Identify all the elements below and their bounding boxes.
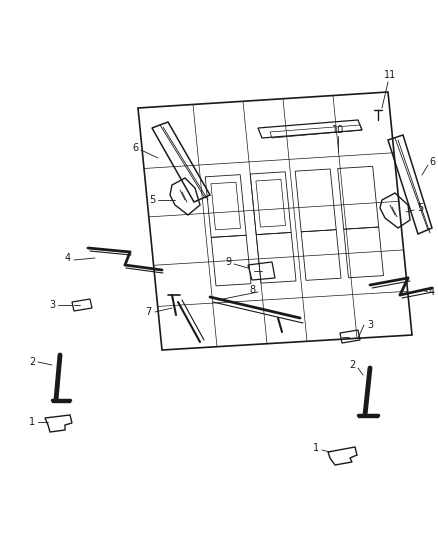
Text: 2: 2	[29, 357, 35, 367]
Text: 3: 3	[367, 320, 373, 330]
Text: 4: 4	[65, 253, 71, 263]
Text: 10: 10	[332, 125, 344, 135]
Text: 11: 11	[384, 70, 396, 80]
Text: 5: 5	[417, 203, 423, 213]
Text: 4: 4	[429, 287, 435, 297]
Text: 3: 3	[49, 300, 55, 310]
Text: 6: 6	[132, 143, 138, 153]
Text: 7: 7	[145, 307, 151, 317]
Text: 5: 5	[149, 195, 155, 205]
Text: 8: 8	[249, 285, 255, 295]
Text: 2: 2	[349, 360, 355, 370]
Text: 1: 1	[29, 417, 35, 427]
Text: 9: 9	[225, 257, 231, 267]
Text: 1: 1	[313, 443, 319, 453]
Text: 6: 6	[429, 157, 435, 167]
